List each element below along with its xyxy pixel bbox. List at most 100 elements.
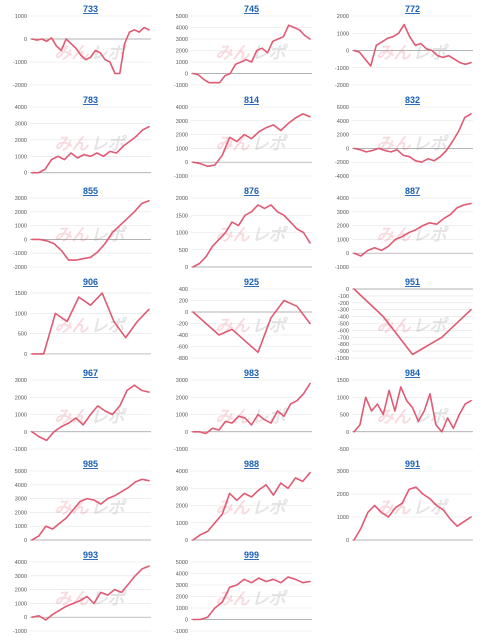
y-tick-label: 500 <box>179 248 188 254</box>
line-chart-855: 855 3000 2000 1000 0 -1000 -2000 みん レポ <box>13 186 151 271</box>
chart-title[interactable]: 745 <box>244 4 259 14</box>
chart-title[interactable]: 993 <box>83 550 98 560</box>
watermark-logo: レポ <box>91 44 128 63</box>
y-tick-label: 3000 <box>176 378 188 384</box>
chart-title[interactable]: 988 <box>244 459 259 469</box>
y-tick-label: 1000 <box>176 413 188 419</box>
series-line <box>31 199 150 261</box>
watermark-logo: みん <box>55 44 90 63</box>
y-tick-label: -1000 <box>174 83 188 89</box>
y-tick-label: 1500 <box>15 291 27 297</box>
y-tick-label: -2000 <box>335 83 349 89</box>
y-tick-label: 0 <box>24 615 27 621</box>
y-tick-label: 1000 <box>15 601 27 607</box>
series-line <box>192 204 311 268</box>
y-tick-label: 3000 <box>176 583 188 589</box>
chart-panel-783: 783 4000 3000 2000 1000 0 みん レポ <box>0 93 161 184</box>
chart-title[interactable]: 772 <box>405 4 420 14</box>
chart-title[interactable]: 832 <box>405 95 420 105</box>
y-tick-label: 0 <box>185 160 188 166</box>
chart-title[interactable]: 983 <box>244 368 259 378</box>
watermark-logo: みん <box>377 226 412 245</box>
watermark-logo: みん <box>55 317 90 336</box>
y-tick-label: 3000 <box>15 121 27 127</box>
y-tick-label: 1000 <box>15 224 27 230</box>
y-tick-label: 2000 <box>15 210 27 216</box>
y-tick-label: 4000 <box>176 105 188 111</box>
watermark-logo: レポ <box>91 317 128 336</box>
chart-title[interactable]: 985 <box>83 459 98 469</box>
y-tick-label: 2000 <box>337 133 349 139</box>
chart-panel-983: 983 3000 2000 1000 0 -1000 みん レポ <box>161 366 322 457</box>
chart-title[interactable]: 733 <box>83 4 98 14</box>
chart-title[interactable]: 967 <box>83 368 98 378</box>
chart-title[interactable]: 925 <box>244 277 259 287</box>
watermark-logo: レポ <box>413 499 450 518</box>
series-line <box>31 26 150 75</box>
line-chart-733: 733 1000 0 -1000 -2000 みん レポ <box>13 4 151 89</box>
chart-panel-832: 832 6000 4000 2000 0 -2000 -4000 みん レポ <box>322 93 483 184</box>
chart-panel-988: 988 4000 3000 2000 1000 0 みん レポ <box>161 457 322 548</box>
y-tick-label: -900 <box>338 349 349 355</box>
y-tick-label: 6000 <box>337 105 349 111</box>
chart-panel-772: 772 2000 1000 0 -1000 -2000 みん レポ <box>322 2 483 93</box>
y-tick-label: 1000 <box>337 515 349 521</box>
series-line <box>353 202 472 257</box>
chart-panel-991: 991 3000 2000 1000 0 みん レポ <box>322 457 483 548</box>
watermark-logo: みん <box>216 135 251 154</box>
y-tick-label: 2000 <box>15 588 27 594</box>
watermark-logo: レポ <box>413 226 450 245</box>
y-tick-label: -2000 <box>13 83 27 89</box>
watermark-logo: レポ <box>252 317 289 336</box>
line-chart-783: 783 4000 3000 2000 1000 0 みん レポ <box>15 95 151 177</box>
chart-panel-887: 887 4000 3000 2000 1000 0 -1000 みん レポ <box>322 184 483 275</box>
chart-title[interactable]: 951 <box>405 277 420 287</box>
chart-panel-999: 999 5000 4000 3000 2000 1000 0 -1000 みん レポ <box>161 548 322 639</box>
y-tick-label: -1000 <box>13 60 27 66</box>
chart-title[interactable]: 999 <box>244 550 259 560</box>
y-tick-label: -1000 <box>335 265 349 271</box>
y-tick-label: 3000 <box>176 486 188 492</box>
y-tick-label: 5000 <box>176 14 188 20</box>
chart-panel-984: 984 1500 1000 500 0 -500 みん レポ <box>322 366 483 457</box>
chart-title[interactable]: 783 <box>83 95 98 105</box>
y-tick-label: 4000 <box>176 469 188 475</box>
watermark-logo: レポ <box>91 135 128 154</box>
y-tick-label: 1000 <box>15 154 27 160</box>
y-tick-label: 200 <box>179 299 188 305</box>
y-tick-label: 4000 <box>176 572 188 578</box>
watermark-logo: みん <box>377 317 412 336</box>
y-tick-label: 1000 <box>337 237 349 243</box>
y-tick-label: 1000 <box>337 395 349 401</box>
y-tick-label: -800 <box>338 342 349 348</box>
y-tick-label: 500 <box>340 413 349 419</box>
chart-title[interactable]: 814 <box>244 95 259 105</box>
chart-title[interactable]: 906 <box>83 277 98 287</box>
y-tick-label: 0 <box>24 430 27 436</box>
y-tick-label: 0 <box>185 430 188 436</box>
chart-title[interactable]: 991 <box>405 459 420 469</box>
series-line <box>353 486 472 541</box>
chart-panel-967: 967 3000 2000 1000 0 -1000 みん レポ <box>0 366 161 457</box>
y-tick-label: -1000 <box>174 629 188 635</box>
y-tick-label: 4000 <box>15 560 27 566</box>
y-tick-label: -500 <box>338 322 349 328</box>
watermark-logo: みん <box>55 499 90 518</box>
y-tick-label: 0 <box>24 237 27 243</box>
chart-title[interactable]: 984 <box>405 368 420 378</box>
y-tick-label: -2000 <box>335 160 349 166</box>
y-tick-label: 500 <box>18 332 27 338</box>
chart-title[interactable]: 876 <box>244 186 259 196</box>
chart-title[interactable]: 887 <box>405 186 420 196</box>
watermark-logo: レポ <box>252 135 289 154</box>
y-tick-label: 1000 <box>15 14 27 20</box>
chart-panel-745: 745 5000 4000 3000 2000 1000 0 -1000 みん レポ <box>161 2 322 93</box>
y-tick-label: 4000 <box>15 105 27 111</box>
y-tick-label: 2000 <box>176 49 188 55</box>
y-tick-label: 5000 <box>176 560 188 566</box>
y-tick-label: -1000 <box>335 356 349 362</box>
chart-title[interactable]: 855 <box>83 186 98 196</box>
series-line <box>31 565 150 621</box>
chart-panel-985: 985 5000 4000 3000 2000 1000 0 みん レポ <box>0 457 161 548</box>
